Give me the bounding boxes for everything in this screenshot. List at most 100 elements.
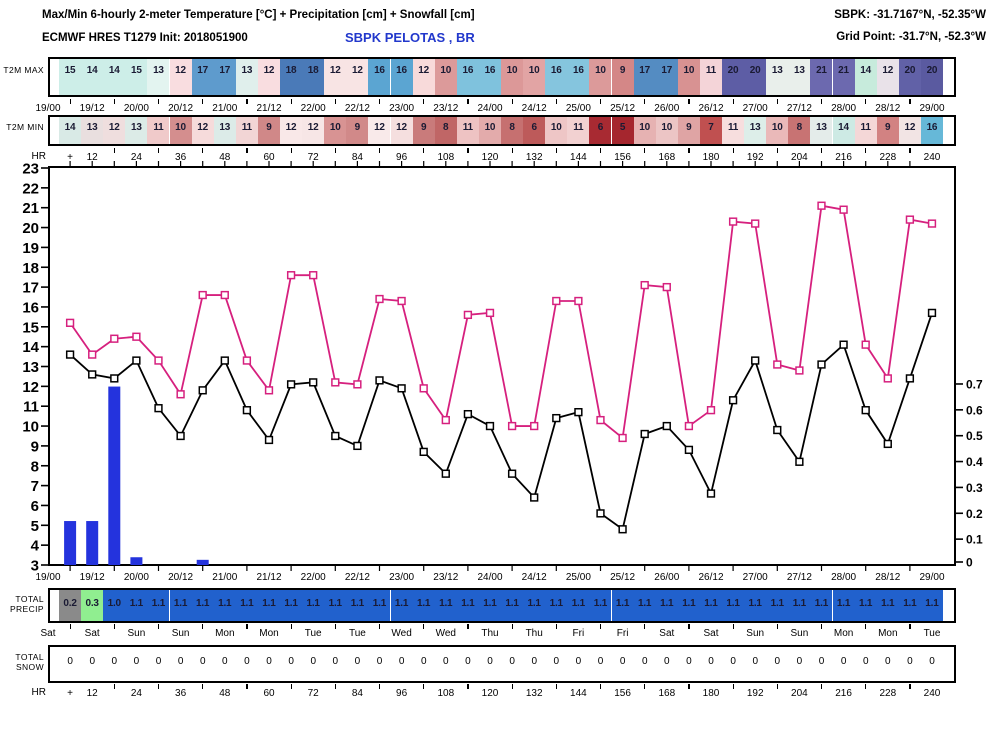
total-snow-cell: 0 — [509, 656, 515, 667]
min-temp-marker — [751, 356, 760, 365]
temp-axis-label: 18 — [22, 260, 39, 277]
hr-tick — [334, 148, 336, 153]
t2m-min-cell: 8 — [501, 117, 524, 144]
hr-tick — [290, 148, 292, 153]
date-label: 26/12 — [698, 571, 724, 583]
t2m-max-cell: 18 — [280, 59, 303, 95]
min-temp-marker — [618, 525, 627, 534]
total-snow-cell: 0 — [465, 656, 471, 667]
day-label: Sun — [790, 627, 809, 639]
min-temp-marker — [883, 439, 892, 449]
hr-tick — [467, 148, 469, 153]
min-temp-marker — [706, 489, 716, 498]
total-snow-cell: 0 — [796, 656, 803, 667]
hr-label: 192 — [746, 151, 764, 163]
day-label: Sat — [703, 627, 719, 639]
t2m-max-cell: 10 — [677, 59, 700, 95]
min-temp-marker — [220, 356, 229, 365]
total-snow-cell: 0 — [443, 656, 449, 667]
t2m-max-cell: 16 — [390, 59, 413, 95]
t2m-max-row-label: T2M MAX — [3, 65, 44, 75]
temp-axis-label: 3 — [31, 558, 39, 575]
total-snow-cell: 0 — [398, 656, 405, 667]
date-tick — [467, 99, 469, 104]
t2m-max-cell: 20 — [898, 59, 921, 95]
min-temp-marker — [684, 445, 694, 455]
t2m-min-cell: 10 — [169, 117, 192, 144]
t2m-min-cell: 8 — [434, 117, 457, 144]
min-temp-marker — [552, 413, 561, 423]
hr-tick — [599, 148, 602, 153]
temp-axis-label: 17 — [22, 280, 39, 297]
min-temp-marker — [154, 404, 163, 413]
total-precip-cell: 1.1 — [125, 590, 148, 621]
hr-label: 168 — [658, 151, 676, 163]
t2m-min-row-label: T2M MIN — [6, 122, 44, 132]
total-snow-strip: 0 0 0 0 0 0 0 0 0 0 0 0 0 0 0 0 0 0 0 0 0 0 0 0 0 0 0 0 0 0 0 0 0 0 0 0 0 0 0 0 — [48, 645, 956, 683]
hr-label: 24 — [130, 687, 142, 699]
day-labels: Sat Sat Sun Sun Mon Mon Tue Tue Wed Wed Thu Thu Fri F… — [40, 624, 956, 642]
max-temp-marker — [574, 296, 583, 306]
hr-label: 192 — [746, 687, 764, 699]
total-snow-cell: 0 — [597, 656, 604, 667]
date-labels-bottom: 19/00 19/12 20/00 20/12 21/00 21/12 22/00 22/12… — [35, 568, 956, 586]
hr-tick — [511, 148, 513, 153]
t2m-min-cell: 13 — [744, 117, 767, 144]
total-precip-cell: 1.1 — [677, 590, 700, 621]
temp-axis-label: 4 — [31, 538, 40, 555]
hr-label: 180 — [702, 151, 720, 163]
day-tick — [246, 624, 248, 629]
hr-label: 108 — [437, 687, 455, 699]
day-tick — [69, 624, 71, 629]
total-snow-cell: 0 — [266, 656, 272, 667]
date-label: 23/12 — [433, 102, 459, 114]
chart-title: Max/Min 6-hourly 2-meter Temperature [°C… — [42, 9, 475, 21]
max-temp-marker — [618, 433, 627, 443]
min-temp-marker — [795, 457, 804, 466]
date-label: 19/00 — [35, 571, 61, 583]
total-snow-cell: 0 — [686, 656, 692, 667]
total-snow-cell: 0 — [222, 656, 228, 667]
date-label: 20/12 — [168, 102, 194, 114]
total-snow-cell: 0 — [332, 656, 339, 667]
hr-tick — [202, 148, 204, 153]
total-precip-cell: 1.1 — [235, 590, 258, 621]
max-temp-marker — [706, 406, 716, 415]
temp-axis-label: 7 — [31, 478, 39, 495]
hr-label: 156 — [614, 687, 631, 699]
t2m-max-cell: 13 — [788, 59, 811, 95]
day-tick — [644, 624, 646, 629]
min-temp-marker — [353, 441, 362, 451]
total-snow-cell: 0 — [730, 656, 736, 667]
date-label: 26/12 — [698, 102, 724, 114]
hr-tick — [644, 684, 646, 689]
max-temp-marker — [220, 290, 229, 300]
date-label: 26/00 — [654, 102, 680, 114]
total-snow-cell: 0 — [840, 656, 847, 667]
hr-label: 72 — [307, 687, 319, 699]
t2m-min-cell: 12 — [898, 117, 921, 144]
day-label: Sat — [40, 627, 56, 639]
date-label: 24/00 — [477, 571, 503, 583]
min-temp-marker — [198, 386, 207, 395]
station-name: SBPK PELOTAS , BR — [345, 30, 475, 45]
max-temp-marker — [684, 421, 694, 431]
max-temp-marker — [596, 415, 605, 425]
hr-tick — [688, 684, 690, 689]
t2m-min-cell: 10 — [766, 117, 789, 144]
total-snow-cell: 0 — [818, 656, 825, 667]
t2m-min-cell: 12 — [103, 117, 126, 144]
hr-label: 36 — [175, 687, 187, 699]
date-label: 25/12 — [610, 102, 636, 114]
t2m-min-cell: 9 — [677, 117, 700, 144]
date-label: 23/00 — [389, 102, 415, 114]
t2m-max-cell: 14 — [81, 59, 104, 95]
date-label: 22/12 — [344, 571, 370, 583]
precip-axis-label: 0.7 — [966, 377, 983, 391]
t2m-max-cell: 12 — [876, 59, 899, 95]
total-precip-cell: 1.1 — [699, 590, 722, 621]
total-precip-cell: 0.3 — [81, 590, 104, 621]
total-snow-cell: 0 — [420, 656, 427, 667]
date-tick — [423, 99, 425, 104]
